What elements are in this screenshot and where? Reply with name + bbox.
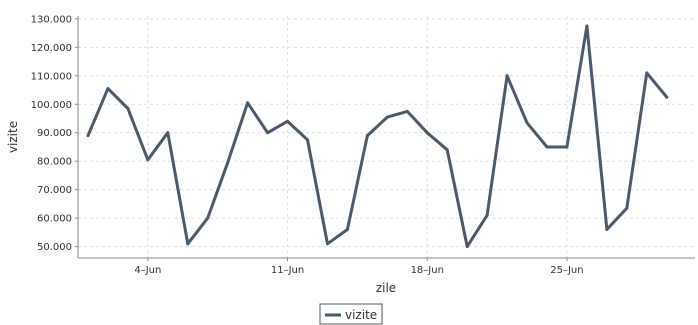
data-point [86, 134, 90, 138]
y-tick-label: 130.000 [31, 14, 72, 25]
data-point [325, 242, 329, 246]
x-axis-title: zile [376, 281, 396, 295]
data-point [286, 119, 290, 123]
data-point [445, 148, 449, 152]
data-point [425, 131, 429, 135]
y-tick-label: 50.000 [37, 242, 72, 253]
x-tick-label: 4–Jun [134, 265, 161, 276]
data-point [146, 158, 150, 162]
legend: vizite [319, 303, 383, 325]
data-point [345, 228, 349, 232]
data-point [226, 161, 230, 165]
data-point [206, 216, 210, 220]
y-tick-label: 80.000 [37, 157, 72, 168]
data-point [465, 245, 469, 249]
data-point [186, 242, 190, 246]
data-point [625, 206, 629, 210]
y-tick-label: 70.000 [37, 185, 72, 196]
data-point [385, 115, 389, 119]
data-point [166, 131, 170, 135]
legend-label-vizite: vizite [345, 308, 377, 322]
legend-box [319, 303, 383, 325]
data-point [246, 101, 250, 105]
plot-area [78, 16, 695, 258]
data-point [545, 145, 549, 149]
axes [75, 16, 695, 261]
x-tick-label: 11–Jun [271, 265, 304, 276]
data-point [266, 131, 270, 135]
data-point [645, 71, 649, 75]
y-tick-label: 90.000 [37, 128, 72, 139]
series-line-vizite [86, 24, 669, 249]
y-tick-label: 100.000 [31, 100, 72, 111]
grid-lines [78, 16, 695, 258]
data-point [525, 121, 529, 125]
data-point [126, 107, 130, 111]
x-tick-label: 25–Jun [550, 265, 583, 276]
y-tick-label: 120.000 [31, 43, 72, 54]
data-point [306, 138, 310, 142]
data-point [605, 228, 609, 232]
x-tick-label: 18–Jun [411, 265, 444, 276]
data-point [485, 213, 489, 217]
y-tick-label: 110.000 [31, 71, 72, 82]
data-point [365, 134, 369, 138]
data-point [106, 87, 110, 91]
data-point [565, 145, 569, 149]
y-axis-title: vizite [6, 121, 20, 153]
series-layer [86, 24, 669, 249]
tick-labels: 50.000 60.000 70.000 80.000 90.000 100.000 110… [31, 14, 584, 276]
data-point [665, 95, 669, 99]
y-tick-label: 60.000 [37, 214, 72, 225]
data-point [585, 24, 589, 28]
data-point [405, 109, 409, 113]
data-point [505, 74, 509, 78]
